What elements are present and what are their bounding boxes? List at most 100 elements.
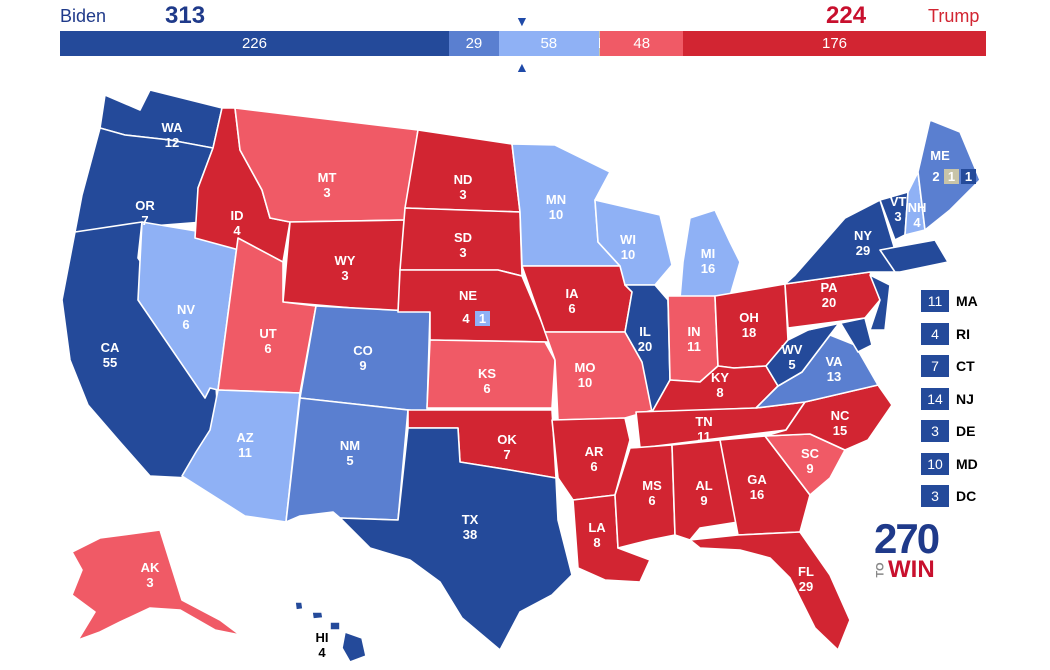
- state-label-id: ID: [231, 208, 244, 223]
- state-label-mt: MT: [318, 170, 337, 185]
- state-label-or: OR: [135, 198, 155, 213]
- state-label-ne: NE: [459, 288, 477, 303]
- state-ev-id: 4: [233, 223, 241, 238]
- state-label-ms: MS: [642, 478, 662, 493]
- small-state-ev: 11: [920, 289, 950, 313]
- state-mi[interactable]: [679, 209, 741, 299]
- state-ev-mi: 16: [701, 261, 715, 276]
- me-district-box-2[interactable]: [961, 169, 976, 184]
- state-label-ia: IA: [566, 286, 580, 301]
- small-state-abbr: RI: [956, 325, 970, 342]
- state-ev-nc: 15: [833, 423, 847, 438]
- state-ev-co: 9: [359, 358, 366, 373]
- state-label-ca: CA: [101, 340, 120, 355]
- small-state-de[interactable]: 3 DE: [920, 419, 978, 443]
- state-ev-ia: 6: [568, 301, 575, 316]
- majority-marker-top-icon: ▼: [515, 13, 529, 29]
- state-label-ak: AK: [141, 560, 160, 575]
- logo-win: WIN: [888, 556, 935, 583]
- state-ev-ne: 4: [462, 311, 470, 326]
- small-state-nj[interactable]: 14 NJ: [920, 386, 978, 411]
- logo-to: TO: [874, 561, 887, 577]
- state-label-ut: UT: [259, 326, 276, 341]
- state-ak[interactable]: [71, 529, 241, 641]
- state-ev-ks: 6: [483, 381, 490, 396]
- state-label-oh: OH: [739, 310, 759, 325]
- state-label-az: AZ: [236, 430, 253, 445]
- state-label-ga: GA: [747, 472, 767, 487]
- state-nm[interactable]: [285, 397, 409, 523]
- small-state-abbr: NJ: [956, 390, 974, 407]
- state-ev-la: 8: [593, 535, 600, 550]
- state-ev-ca: 55: [103, 355, 117, 370]
- state-ga[interactable]: [719, 435, 811, 536]
- state-ev-sd: 3: [459, 245, 466, 260]
- state-md[interactable]: [807, 317, 873, 353]
- state-tx[interactable]: [339, 427, 573, 651]
- state-ev-nm: 5: [346, 453, 353, 468]
- state-label-ks: KS: [478, 366, 496, 381]
- state-label-me: ME: [930, 148, 950, 163]
- state-ev-or: 7: [141, 213, 148, 228]
- dem-electoral-total: 313: [165, 2, 206, 29]
- state-hi[interactable]: [294, 601, 367, 663]
- state-ma[interactable]: [879, 239, 949, 273]
- rep-electoral-total: 224: [826, 2, 867, 29]
- state-ev-in: 11: [687, 339, 701, 354]
- state-ev-wv: 5: [788, 357, 795, 372]
- state-ks[interactable]: [426, 339, 556, 409]
- state-label-nd: ND: [454, 172, 473, 187]
- state-ev-mt: 3: [323, 185, 330, 200]
- state-label-ok: OK: [497, 432, 517, 447]
- small-state-dc[interactable]: 3 DC: [920, 484, 978, 508]
- me-district-box-2-ev: 1: [965, 169, 972, 184]
- state-label-vt: VT: [890, 194, 907, 209]
- logo-number: 270: [874, 515, 940, 562]
- state-label-nv: NV: [177, 302, 195, 317]
- state-wv[interactable]: [765, 321, 841, 387]
- state-fl[interactable]: [689, 531, 851, 651]
- state-ev-ok: 7: [503, 447, 510, 462]
- small-state-ev: 4: [920, 321, 950, 346]
- state-ev-pa: 20: [822, 295, 836, 310]
- 270towin-logo[interactable]: 270 TO WIN: [874, 515, 940, 583]
- small-state-ev: 7: [920, 354, 950, 378]
- state-label-mi: MI: [701, 246, 715, 261]
- state-label-tn: TN: [695, 414, 712, 429]
- rep-candidate-name: Trump: [928, 6, 980, 26]
- state-ev-nh: 4: [913, 215, 921, 230]
- small-state-abbr: MD: [956, 455, 978, 472]
- state-ev-mn: 10: [549, 207, 563, 222]
- state-ny[interactable]: [784, 199, 896, 285]
- state-ev-tx: 38: [463, 527, 477, 542]
- small-state-ev: 3: [920, 484, 950, 508]
- ne-district-box[interactable]: [475, 311, 490, 326]
- state-ev-ga: 16: [750, 487, 764, 502]
- state-ev-me: 2: [932, 169, 939, 184]
- small-state-ri[interactable]: 4 RI: [920, 321, 978, 346]
- state-label-nm: NM: [340, 438, 360, 453]
- state-label-va: VA: [825, 354, 843, 369]
- small-state-ev: 10: [920, 451, 950, 476]
- small-state-ct[interactable]: 7 CT: [920, 354, 978, 378]
- dem-candidate-name: Biden: [60, 6, 107, 26]
- state-label-wi: WI: [620, 232, 636, 247]
- state-label-ny: NY: [854, 228, 872, 243]
- state-ev-ms: 6: [648, 493, 655, 508]
- state-ev-wi: 10: [621, 247, 635, 262]
- state-label-sd: SD: [454, 230, 472, 245]
- state-label-mo: MO: [575, 360, 596, 375]
- bar-segment-tossup: 1: [598, 31, 601, 56]
- state-nj[interactable]: [869, 274, 891, 331]
- state-ev-nd: 3: [459, 187, 466, 202]
- me-district-box-1-ev: 1: [948, 169, 955, 184]
- state-ev-az: 11: [238, 445, 252, 460]
- small-state-md[interactable]: 10 MD: [920, 451, 978, 476]
- state-ev-sc: 9: [806, 461, 813, 476]
- state-ev-mo: 10: [578, 375, 592, 390]
- me-district-box-1[interactable]: [944, 169, 959, 184]
- small-state-ma[interactable]: 11 MA: [920, 289, 978, 313]
- state-label-ar: AR: [585, 444, 604, 459]
- state-label-al: AL: [695, 478, 712, 493]
- state-label-nh: NH: [908, 200, 927, 215]
